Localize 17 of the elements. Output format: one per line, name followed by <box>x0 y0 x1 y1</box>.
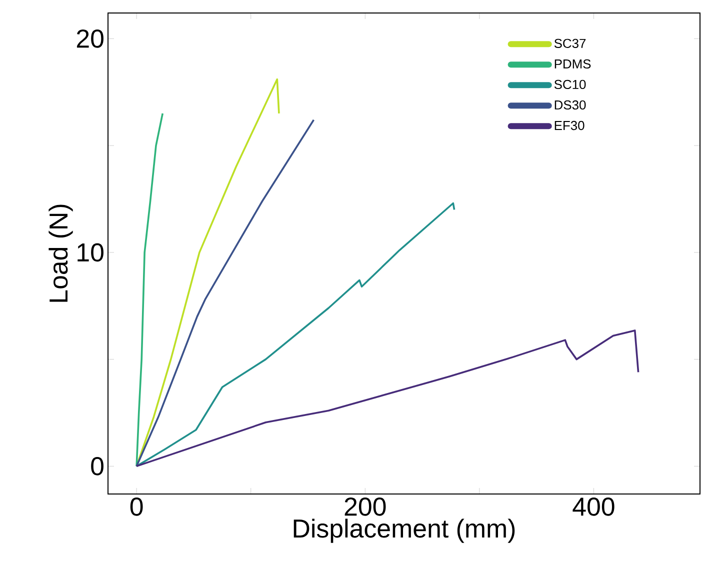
legend-label: SC10 <box>554 80 586 90</box>
y-tick-label: 0 <box>91 457 104 476</box>
legend-label: DS30 <box>554 100 586 110</box>
x-tick-label: 200 <box>344 498 386 516</box>
y-axis-title: Load (N) <box>48 204 73 302</box>
legend-label: PDMS <box>554 59 591 69</box>
x-axis-title: Displacement (mm) <box>294 518 515 543</box>
x-tick-label: 400 <box>572 498 614 516</box>
legend-label: SC37 <box>554 38 586 48</box>
line-series <box>136 330 640 468</box>
line-series <box>136 202 456 468</box>
y-tick-label: 20 <box>76 29 104 48</box>
legend-label: EF30 <box>554 120 584 130</box>
line-series <box>136 112 164 468</box>
y-tick-label: 10 <box>78 243 104 262</box>
x-tick-label: 0 <box>130 498 143 516</box>
line-series <box>136 118 315 468</box>
